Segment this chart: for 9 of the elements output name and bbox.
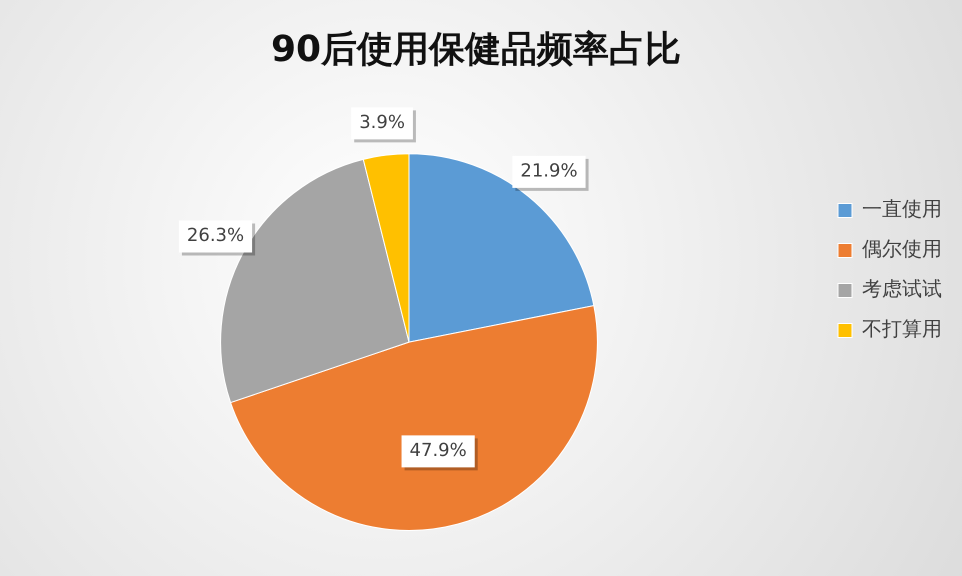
legend-label: 偶尔使用 <box>862 236 942 261</box>
chart-title: 90后使用保健品频率占比 <box>270 28 682 70</box>
data-label: 26.3% <box>186 225 244 246</box>
legend-label: 不打算用 <box>862 316 942 341</box>
data-label: 3.9% <box>359 112 405 133</box>
legend-label: 考虑试试 <box>862 276 942 301</box>
legend-label: 一直使用 <box>862 196 942 221</box>
data-label: 47.9% <box>410 440 467 461</box>
data-label: 21.9% <box>520 160 578 182</box>
